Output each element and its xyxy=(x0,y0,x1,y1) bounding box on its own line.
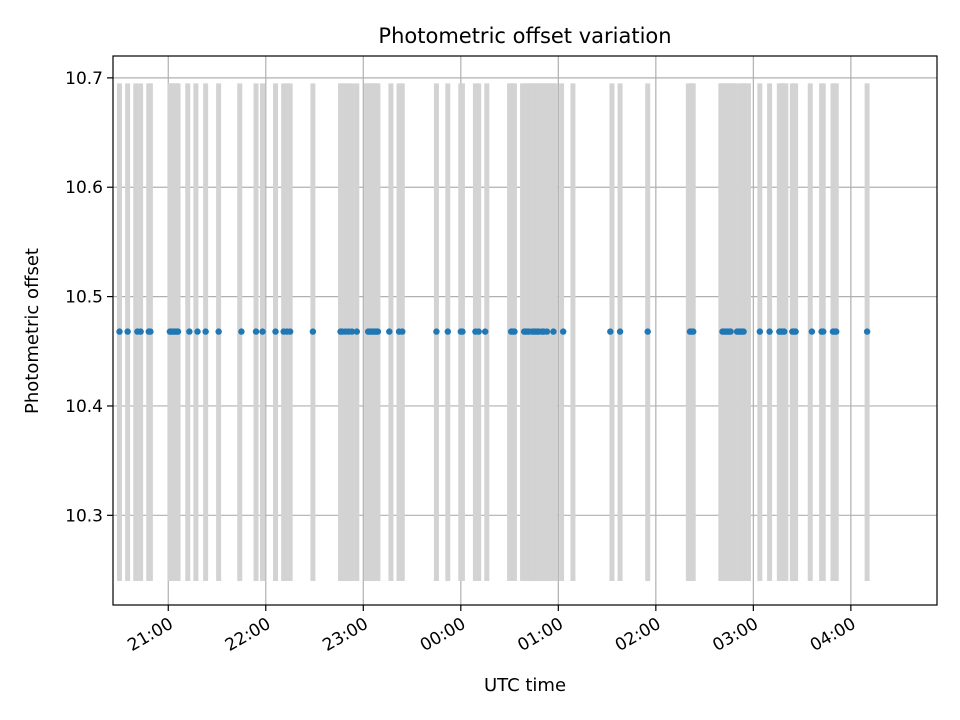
data-point xyxy=(286,328,294,335)
data-point xyxy=(475,328,482,335)
y-tick-label: 10.7 xyxy=(65,69,103,89)
data-point xyxy=(174,328,182,335)
data-point xyxy=(259,328,266,335)
data-point xyxy=(781,328,788,335)
x-tick-label: 22:00 xyxy=(222,614,274,656)
y-axis-ticks: 10.3 10.4 10.5 10.6 10.7 xyxy=(65,69,113,526)
data-point xyxy=(459,328,466,335)
data-point xyxy=(194,328,201,335)
data-point xyxy=(116,328,123,335)
data-point xyxy=(740,328,747,335)
data-point xyxy=(186,328,193,335)
x-axis-ticks: 21:00 22:00 23:00 00:00 01:00 02:00 03:00 04:00 xyxy=(124,605,859,656)
data-point xyxy=(147,328,154,335)
x-tick-label: 01:00 xyxy=(514,614,566,656)
exposure-spans xyxy=(117,83,870,581)
data-point xyxy=(124,328,131,335)
data-point xyxy=(543,328,551,335)
data-point xyxy=(386,328,393,335)
data-point xyxy=(399,328,406,335)
data-point xyxy=(238,328,245,335)
data-point xyxy=(792,328,799,335)
data-point xyxy=(808,328,816,335)
data-point xyxy=(374,328,382,335)
data-point xyxy=(833,328,840,335)
data-point xyxy=(756,328,764,335)
data-point xyxy=(616,328,624,335)
data-point xyxy=(863,328,871,335)
y-tick-label: 10.3 xyxy=(65,506,103,526)
x-tick-label: 00:00 xyxy=(417,614,469,656)
data-points xyxy=(116,328,871,335)
y-tick-label: 10.5 xyxy=(65,288,103,308)
x-tick-label: 03:00 xyxy=(709,614,761,656)
data-point xyxy=(202,328,209,335)
data-point xyxy=(550,328,557,335)
data-point xyxy=(690,328,697,335)
x-tick-label: 04:00 xyxy=(807,614,859,656)
y-axis-label: Photometric offset xyxy=(22,248,43,414)
x-axis-label: UTC time xyxy=(484,675,566,696)
data-point xyxy=(511,328,518,335)
x-tick-label: 21:00 xyxy=(124,614,176,656)
data-point xyxy=(353,328,360,335)
data-point xyxy=(348,328,356,335)
data-point xyxy=(644,328,651,335)
data-point xyxy=(727,328,734,335)
data-point xyxy=(766,328,773,335)
data-point xyxy=(433,328,440,335)
plot-frame xyxy=(112,55,938,606)
data-point xyxy=(309,328,317,335)
data-point xyxy=(481,328,489,335)
data-point xyxy=(559,328,567,335)
data-point xyxy=(607,328,614,335)
data-point xyxy=(444,328,452,335)
data-point xyxy=(252,328,260,335)
x-tick-label: 23:00 xyxy=(319,614,371,656)
y-tick-label: 10.6 xyxy=(65,178,103,198)
data-point xyxy=(137,328,144,335)
chart-title: Photometric offset variation xyxy=(378,24,671,48)
data-point xyxy=(820,328,827,335)
y-tick-label: 10.4 xyxy=(65,397,103,417)
data-point xyxy=(272,328,279,335)
data-point xyxy=(215,328,222,335)
x-tick-label: 02:00 xyxy=(612,614,664,656)
